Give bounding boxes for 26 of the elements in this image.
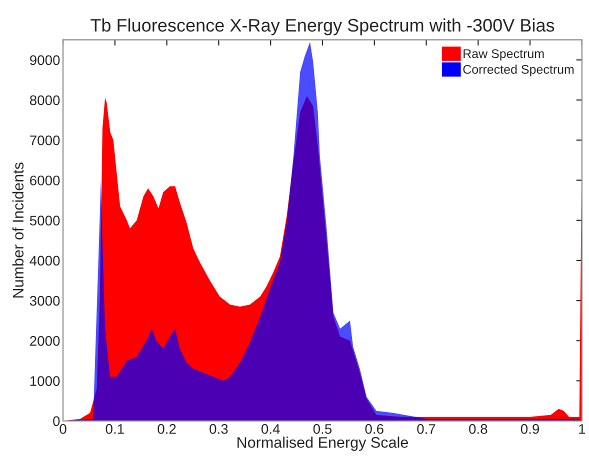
y-tick-label: 7000 bbox=[30, 135, 60, 146]
y-tick-label: 2000 bbox=[30, 336, 60, 346]
y-axis-title: Number of Incidents bbox=[12, 162, 24, 298]
x-tick-label: 0.5 bbox=[313, 424, 332, 434]
x-tick-label: 0.3 bbox=[210, 424, 228, 434]
x-tick-label: 0 bbox=[60, 424, 66, 434]
x-tick-label: 0.9 bbox=[520, 424, 540, 434]
chart-title: Tb Fluorescence X-Ray Energy Spectrum with -300V Bias bbox=[90, 18, 554, 36]
y-tick-label: 8000 bbox=[30, 95, 60, 106]
y-tick-label: 4000 bbox=[30, 256, 60, 266]
y-tick-label: 6000 bbox=[30, 176, 60, 186]
y-tick-label: 0 bbox=[53, 416, 60, 426]
x-tick-label: 0.2 bbox=[158, 424, 176, 434]
x-tick-label: 0.7 bbox=[417, 424, 436, 434]
y-tick-label: 3000 bbox=[30, 296, 60, 306]
x-tick-label: 0.1 bbox=[106, 424, 124, 434]
x-tick-label: 0.6 bbox=[365, 424, 384, 434]
y-tick-label: 9000 bbox=[30, 55, 60, 66]
x-axis-title: Normalised Energy Scale bbox=[238, 436, 408, 451]
y-tick-label: 5000 bbox=[30, 216, 60, 226]
legend-label: Corrected Spectrum bbox=[463, 64, 574, 76]
y-tick-label: 1000 bbox=[30, 376, 60, 386]
legend-label: Raw Spectrum bbox=[464, 49, 544, 61]
x-tick-label: 1 bbox=[579, 424, 586, 434]
x-tick-label: 0.4 bbox=[261, 424, 280, 434]
x-tick-label: 0.8 bbox=[469, 424, 488, 434]
